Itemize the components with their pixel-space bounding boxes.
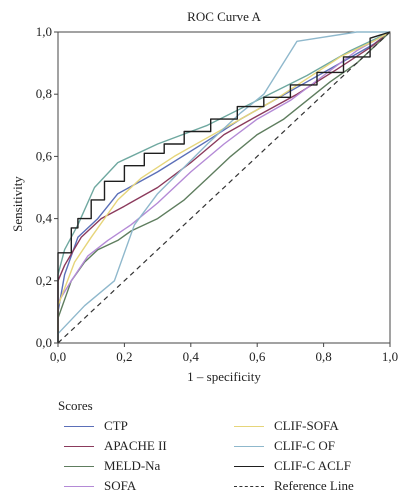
series-line-ctp [57, 31, 391, 343]
y-tick-label: 0,4 [36, 211, 53, 226]
legend-entries: CTP APACHE II MELD-Na SOFA CLIF-SOFA CLIF-C O… [58, 417, 398, 495]
y-tick-label: 1,0 [36, 24, 52, 39]
x-axis-label: 1 – specificity [187, 369, 261, 384]
legend-swatch [234, 465, 264, 467]
y-tick-label: 0,8 [36, 86, 52, 101]
x-tick-label: 0,0 [50, 349, 66, 364]
legend-label: APACHE II [104, 438, 167, 453]
x-tick-label: 0,6 [249, 349, 266, 364]
legend-label: Reference Line [274, 478, 354, 493]
legend-item-apache-ii: APACHE II [58, 437, 228, 455]
series-line-clif-sofa [57, 31, 391, 343]
legend-swatch [234, 425, 264, 427]
legend-title: Scores [58, 398, 93, 413]
x-tick-label: 0,2 [116, 349, 132, 364]
series-line-clif-c-of [57, 31, 390, 343]
legend-label: CLIF-C ACLF [274, 458, 351, 473]
y-tick-label: 0,2 [36, 273, 52, 288]
legend-swatch [234, 445, 264, 447]
legend-swatch [234, 485, 264, 487]
legend: Scores CTP APACHE II MELD-Na SOFA CLIF-SOFA C… [58, 398, 398, 495]
series-line-unlabeled [57, 31, 391, 343]
legend-item-clif-c-of: CLIF-C OF [228, 437, 398, 455]
y-tick-label: 0,0 [36, 335, 52, 350]
legend-item-meld-na: MELD-Na [58, 457, 228, 475]
legend-item-clif-c-aclf: CLIF-C ACLF [228, 457, 398, 475]
y-tick-label: 0,6 [36, 148, 53, 163]
legend-swatch [64, 445, 94, 447]
series-line-sofa [57, 31, 391, 343]
roc-chart: ROC Curve A Sensitivity 1 – specificity … [10, 9, 398, 384]
plot-frame [57, 31, 391, 344]
plot-area: 0,0 0,2 0,4 0,6 0,8 1,0 0,0 0,2 0,4 0,6 0,8 1,0 [36, 24, 398, 364]
legend-swatch [64, 465, 94, 467]
series-line-apache-ii [57, 31, 391, 343]
series-line-reference-line [57, 31, 391, 344]
legend-swatch [64, 425, 94, 427]
chart-title: ROC Curve A [187, 9, 261, 24]
legend-label: MELD-Na [104, 458, 161, 473]
y-axis-label: Sensitivity [10, 176, 25, 232]
legend-label: CTP [104, 418, 128, 433]
legend-item-reference-line: Reference Line [228, 477, 398, 495]
series-line-clif-c-aclf [57, 31, 391, 343]
legend-label: CLIF-SOFA [274, 418, 339, 433]
legend-item-clif-sofa: CLIF-SOFA [228, 417, 398, 435]
legend-label: SOFA [104, 478, 137, 493]
legend-item-ctp: CTP [58, 417, 228, 435]
legend-item-sofa: SOFA [58, 477, 228, 495]
legend-label: CLIF-C OF [274, 438, 336, 453]
x-tick-label: 0,8 [315, 349, 331, 364]
x-tick-label: 0,4 [183, 349, 200, 364]
legend-swatch [64, 485, 94, 487]
x-tick-label: 1,0 [382, 349, 398, 364]
